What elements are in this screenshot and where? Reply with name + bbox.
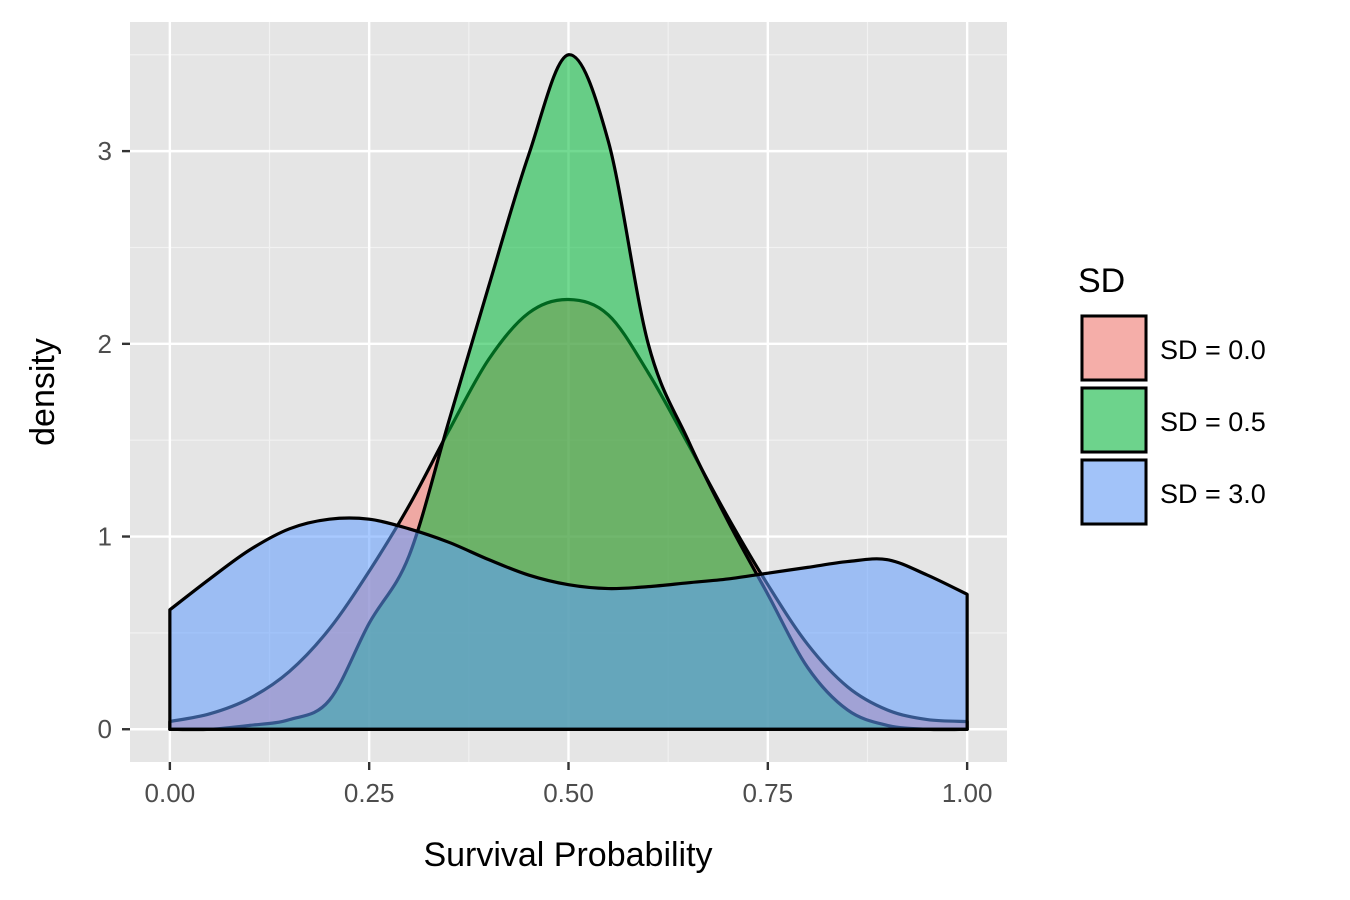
y-axis-title: density xyxy=(24,338,62,446)
x-tick-label: 0.50 xyxy=(543,778,594,808)
y-tick-label: 3 xyxy=(98,136,112,166)
x-axis: 0.00 0.25 0.50 0.75 1.00 xyxy=(145,762,993,808)
y-tick-label: 1 xyxy=(98,522,112,552)
density-areas xyxy=(168,53,969,732)
legend-label: SD = 3.0 xyxy=(1160,479,1266,509)
y-axis: 0 1 2 3 xyxy=(98,136,130,744)
legend-title: SD xyxy=(1078,262,1125,300)
x-tick-label: 0.75 xyxy=(743,778,794,808)
legend-items: SD = 0.0 SD = 0.5 SD = 3.0 xyxy=(1080,314,1266,526)
x-axis-title: Survival Probability xyxy=(423,836,712,874)
legend-swatch xyxy=(1080,314,1148,382)
legend-swatch xyxy=(1080,386,1148,454)
legend-label: SD = 0.5 xyxy=(1160,407,1266,437)
legend-swatch xyxy=(1080,458,1148,526)
x-tick-label: 1.00 xyxy=(942,778,993,808)
x-tick-label: 0.00 xyxy=(145,778,196,808)
x-tick-label: 0.25 xyxy=(344,778,395,808)
legend: SD SD = 0.0 SD = 0.5 SD = 3.0 xyxy=(1078,262,1266,526)
y-tick-label: 0 xyxy=(98,714,112,744)
density-area-series-3 xyxy=(168,516,969,731)
legend-label: SD = 0.0 xyxy=(1160,335,1266,365)
y-tick-label: 2 xyxy=(98,329,112,359)
